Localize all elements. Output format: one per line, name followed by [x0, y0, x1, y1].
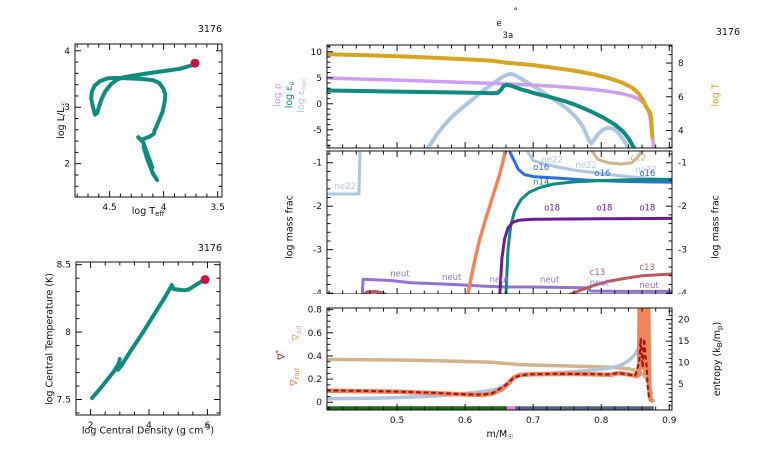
svg-text:neut: neut: [442, 273, 462, 283]
hr-y-axis-label: log L/L☉: [56, 101, 68, 139]
grad-rad-axis-label: ∇rad: [289, 368, 301, 386]
svg-text:3a: 3a: [503, 31, 514, 41]
svg-text:ne22: ne22: [334, 182, 355, 192]
svg-text:2: 2: [88, 421, 94, 431]
svg-text:0.7: 0.7: [526, 416, 540, 426]
svg-text:0.6: 0.6: [458, 416, 473, 426]
massfrac-right-axis-label: log mass frac: [710, 195, 722, 259]
svg-text:3.5: 3.5: [211, 203, 225, 213]
trho-x-axis-label: log Central Density (g cm-3): [81, 423, 215, 437]
svg-text:0.9: 0.9: [662, 416, 677, 426]
svg-text:0.4: 0.4: [308, 352, 323, 362]
profile-model-number: 3176: [715, 27, 740, 38]
svg-text:7.5: 7.5: [57, 395, 71, 405]
svg-text:0.2: 0.2: [308, 375, 322, 385]
trho-y-axis-label: log Central Temperature (K): [44, 273, 56, 405]
svg-text:o18: o18: [596, 204, 612, 214]
svg-text:neut: neut: [540, 276, 560, 286]
svg-text:o16: o16: [594, 169, 610, 179]
abundance-chart: -1-2-3-4-1-2-3-4ne22ne22ne22ne22o16o16o1…: [313, 150, 687, 294]
svg-text:20: 20: [678, 316, 690, 326]
hr-model-number: 3176: [197, 24, 222, 35]
svg-text:ne22: ne22: [635, 166, 656, 176]
svg-text:10: 10: [311, 48, 323, 58]
svg-text:-5: -5: [313, 126, 322, 136]
svg-text:5: 5: [678, 380, 684, 390]
svg-text:-3: -3: [313, 246, 322, 256]
svg-text:0: 0: [316, 100, 322, 110]
svg-text:-4: -4: [678, 289, 687, 294]
svg-text:6: 6: [678, 93, 684, 103]
profile-thermo-chart: 10 5 0 -5 8 6 4 ° e3a: [311, 7, 684, 149]
grad-ad-axis-label: ∇ad: [291, 325, 303, 341]
svg-text:4: 4: [64, 47, 70, 57]
svg-text:-1: -1: [313, 159, 322, 169]
svg-text:c13: c13: [590, 268, 606, 278]
gradients-entropy-chart: 0.5 0.6 0.7 0.8 0.9 0 0.2 0.4 0.6 0.8 5 10 15 20: [308, 306, 690, 426]
log-eps-nu-axis-label: log εν: [284, 81, 296, 109]
log-rho-axis-label: log ρ: [272, 83, 284, 107]
svg-text:n14: n14: [533, 177, 549, 187]
svg-text:8: 8: [65, 328, 71, 338]
svg-text:8.5: 8.5: [57, 261, 71, 271]
svg-text:-3: -3: [678, 246, 687, 256]
profile-x-axis-label: m/M☉: [486, 429, 514, 441]
trho-model-number: 3176: [197, 243, 222, 254]
svg-text:4.5: 4.5: [102, 203, 116, 213]
svg-text:0: 0: [316, 398, 322, 408]
svg-text:c12: c12: [630, 154, 646, 164]
svg-text:-2: -2: [678, 202, 687, 212]
svg-text:0.5: 0.5: [390, 416, 404, 426]
svg-text:neut: neut: [390, 270, 410, 280]
svg-text:4: 4: [161, 203, 167, 213]
svg-text:o16: o16: [533, 163, 549, 173]
svg-text:neut: neut: [590, 278, 610, 288]
svg-text:4: 4: [146, 421, 152, 431]
entropy-axis-label: entropy (kB/mp): [712, 321, 724, 397]
svg-text:0.6: 0.6: [308, 329, 323, 339]
svg-text:-2: -2: [313, 202, 322, 212]
svg-text:o18: o18: [639, 204, 655, 214]
svg-text:4: 4: [678, 126, 684, 136]
svg-text:neut: neut: [639, 281, 659, 291]
hr-diagram-chart: 4.5 4 3.5 2 3 4: [64, 43, 225, 213]
svg-text:0.8: 0.8: [594, 416, 609, 426]
svg-text:6: 6: [205, 421, 211, 431]
svg-text:-1: -1: [678, 159, 687, 169]
central-t-rho-chart: 2 4 6 7.5 8 8.5: [57, 261, 221, 431]
svg-text:neut: neut: [490, 276, 510, 286]
svg-text:3: 3: [64, 103, 70, 113]
svg-text:15: 15: [678, 337, 689, 347]
svg-text:°: °: [513, 7, 517, 17]
svg-text:0.8: 0.8: [308, 306, 323, 316]
svg-text:o16: o16: [639, 169, 655, 179]
svg-text:e: e: [496, 19, 501, 29]
grad-star-axis-label: ∇*: [274, 350, 288, 360]
log-t-axis-label: log T: [710, 83, 722, 107]
svg-text:5: 5: [316, 74, 322, 84]
svg-text:-4: -4: [313, 289, 322, 294]
svg-text:2: 2: [64, 160, 70, 170]
svg-text:o18: o18: [544, 204, 560, 214]
massfrac-left-axis-label: log mass frac: [284, 195, 296, 259]
svg-text:10: 10: [678, 359, 690, 369]
log-eps-nuc-axis-label: log εnuc: [296, 77, 308, 113]
hr-x-axis-label: log Teff: [131, 206, 165, 218]
svg-text:ne22: ne22: [575, 161, 596, 171]
svg-text:ne22: ne22: [541, 156, 562, 166]
svg-text:8: 8: [678, 59, 684, 69]
svg-text:c13: c13: [639, 263, 655, 273]
